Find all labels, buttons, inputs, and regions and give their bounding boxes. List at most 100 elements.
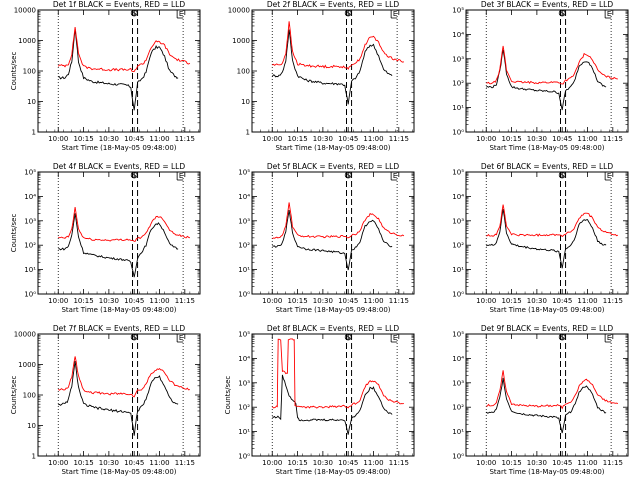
events-series-line: [272, 210, 393, 271]
saa-marker-circle: [344, 171, 352, 179]
x-tick-label: 11:00: [149, 135, 169, 143]
x-tick-label: 10:45: [338, 135, 358, 143]
y-tick-label: 10⁰: [452, 129, 464, 137]
marker-label: E: [607, 334, 611, 342]
y-tick-label: 1: [246, 129, 250, 137]
x-tick-label: 11:15: [603, 297, 623, 305]
events-series-line: [58, 28, 179, 111]
plot-frame: [37, 333, 201, 457]
y-tick-label: 100: [237, 68, 250, 76]
y-tick-label: 10³: [238, 217, 250, 225]
panel-title: Det 7f BLACK = Events, RED = LLD: [53, 324, 186, 333]
y-tick-label: 10¹: [452, 104, 464, 112]
y-tick-label: 1000: [18, 37, 36, 45]
x-tick-label: 11:00: [149, 459, 169, 467]
y-tick-label: 10⁴: [238, 355, 250, 363]
y-tick-label: 10²: [452, 404, 464, 412]
x-axis-title: Start Time (18-May-05 09:48:00): [61, 306, 176, 314]
y-axis-title: Counts/sec: [224, 376, 232, 415]
x-tick-label: 11:00: [149, 297, 169, 305]
plot-frame: [37, 171, 201, 295]
x-tick-label: 10:45: [124, 459, 144, 467]
marker-label: S: [560, 172, 565, 180]
lld-series-line: [272, 21, 405, 70]
x-axis-title: Start Time (18-May-05 09:48:00): [275, 306, 390, 314]
events-series-line: [485, 377, 607, 434]
y-tick-label: 10⁵: [452, 7, 464, 15]
y-tick-label: 10⁰: [452, 453, 464, 461]
x-tick-label: 10:45: [552, 297, 572, 305]
panel-title: Det 2f BLACK = Events, RED = LLD: [267, 0, 400, 9]
y-tick-label: 10: [241, 98, 250, 106]
y-tick-label: 10⁴: [452, 31, 464, 39]
lld-series-line: [486, 45, 618, 85]
saa-marker-circle: [130, 9, 138, 17]
panel-title: Det 3f BLACK = Events, RED = LLD: [481, 0, 614, 9]
events-series-line: [58, 213, 179, 278]
x-tick-label: 11:15: [389, 135, 409, 143]
x-tick-label: 10:45: [338, 459, 358, 467]
saa-marker-circle: [558, 9, 566, 17]
marker-label: S: [346, 334, 351, 342]
y-axis-title: Counts/sec: [10, 214, 18, 253]
y-tick-label: 10¹: [24, 266, 36, 274]
x-tick-label: 11:00: [577, 459, 597, 467]
detector-panel: Det 6f BLACK = Events, RED = LLD 10⁰ 10¹ 10…: [452, 162, 629, 314]
panel-title: Det 1f BLACK = Events, RED = LLD: [53, 0, 186, 9]
marker-label: E: [393, 172, 397, 180]
y-tick-label: 10⁵: [452, 169, 464, 177]
x-tick-label: 11:15: [603, 135, 623, 143]
x-tick-label: 10:15: [73, 297, 93, 305]
x-tick-label: 11:00: [363, 297, 383, 305]
x-tick-label: 10:00: [262, 135, 282, 143]
y-tick-label: 10⁵: [452, 331, 464, 339]
plot-frame: [251, 333, 415, 457]
events-series-line: [486, 209, 607, 269]
lld-series-line: [58, 207, 191, 242]
panel-title: Det 9f BLACK = Events, RED = LLD: [481, 324, 614, 333]
y-tick-label: 1000: [232, 37, 250, 45]
marker-label: E: [393, 334, 397, 342]
y-axis-title: Counts/sec: [10, 52, 18, 91]
y-tick-label: 10³: [452, 379, 464, 387]
saa-marker-circle: [558, 171, 566, 179]
x-tick-label: 10:45: [552, 459, 572, 467]
events-series-line: [271, 29, 393, 105]
y-tick-label: 10⁵: [238, 331, 250, 339]
x-axis-title: Start Time (18-May-05 09:48:00): [61, 144, 176, 152]
marker-label: E: [393, 10, 397, 18]
y-tick-label: 10⁴: [238, 193, 250, 201]
lld-series-line: [57, 27, 191, 72]
x-tick-label: 10:30: [99, 459, 119, 467]
x-tick-label: 10:00: [48, 135, 68, 143]
x-tick-label: 10:15: [73, 135, 93, 143]
y-axis-title: Counts/sec: [10, 376, 18, 415]
x-tick-label: 10:15: [501, 297, 521, 305]
y-tick-label: 10³: [238, 379, 250, 387]
detector-panel: Det 2f BLACK = Events, RED = LLD 1 10 100 10…: [228, 0, 415, 152]
y-tick-label: 10⁴: [452, 193, 464, 201]
detector-panel: Det 8f BLACK = Events, RED = LLD 10⁰ 10¹ 10…: [224, 324, 415, 476]
marker-label: S: [346, 172, 351, 180]
x-tick-label: 10:45: [124, 297, 144, 305]
x-tick-label: 10:00: [262, 459, 282, 467]
y-tick-label: 10: [27, 422, 36, 430]
y-tick-label: 10¹: [238, 428, 250, 436]
y-tick-label: 10000: [14, 7, 36, 15]
panel-title: Det 8f BLACK = Events, RED = LLD: [267, 324, 400, 333]
x-tick-label: 11:00: [363, 459, 383, 467]
panel-title: Det 4f BLACK = Events, RED = LLD: [53, 162, 186, 171]
lld-series-line: [486, 204, 619, 238]
plot-frame: [465, 171, 629, 295]
y-tick-label: 1000: [18, 361, 36, 369]
x-tick-label: 10:45: [124, 135, 144, 143]
x-axis-title: Start Time (18-May-05 09:48:00): [489, 306, 604, 314]
y-tick-label: 10¹: [452, 428, 464, 436]
y-tick-label: 10³: [452, 217, 464, 225]
lld-series-line: [271, 338, 404, 409]
marker-label: S: [132, 172, 137, 180]
x-tick-label: 11:00: [577, 135, 597, 143]
y-tick-label: 10⁰: [238, 291, 250, 299]
y-tick-label: 10²: [238, 242, 250, 250]
